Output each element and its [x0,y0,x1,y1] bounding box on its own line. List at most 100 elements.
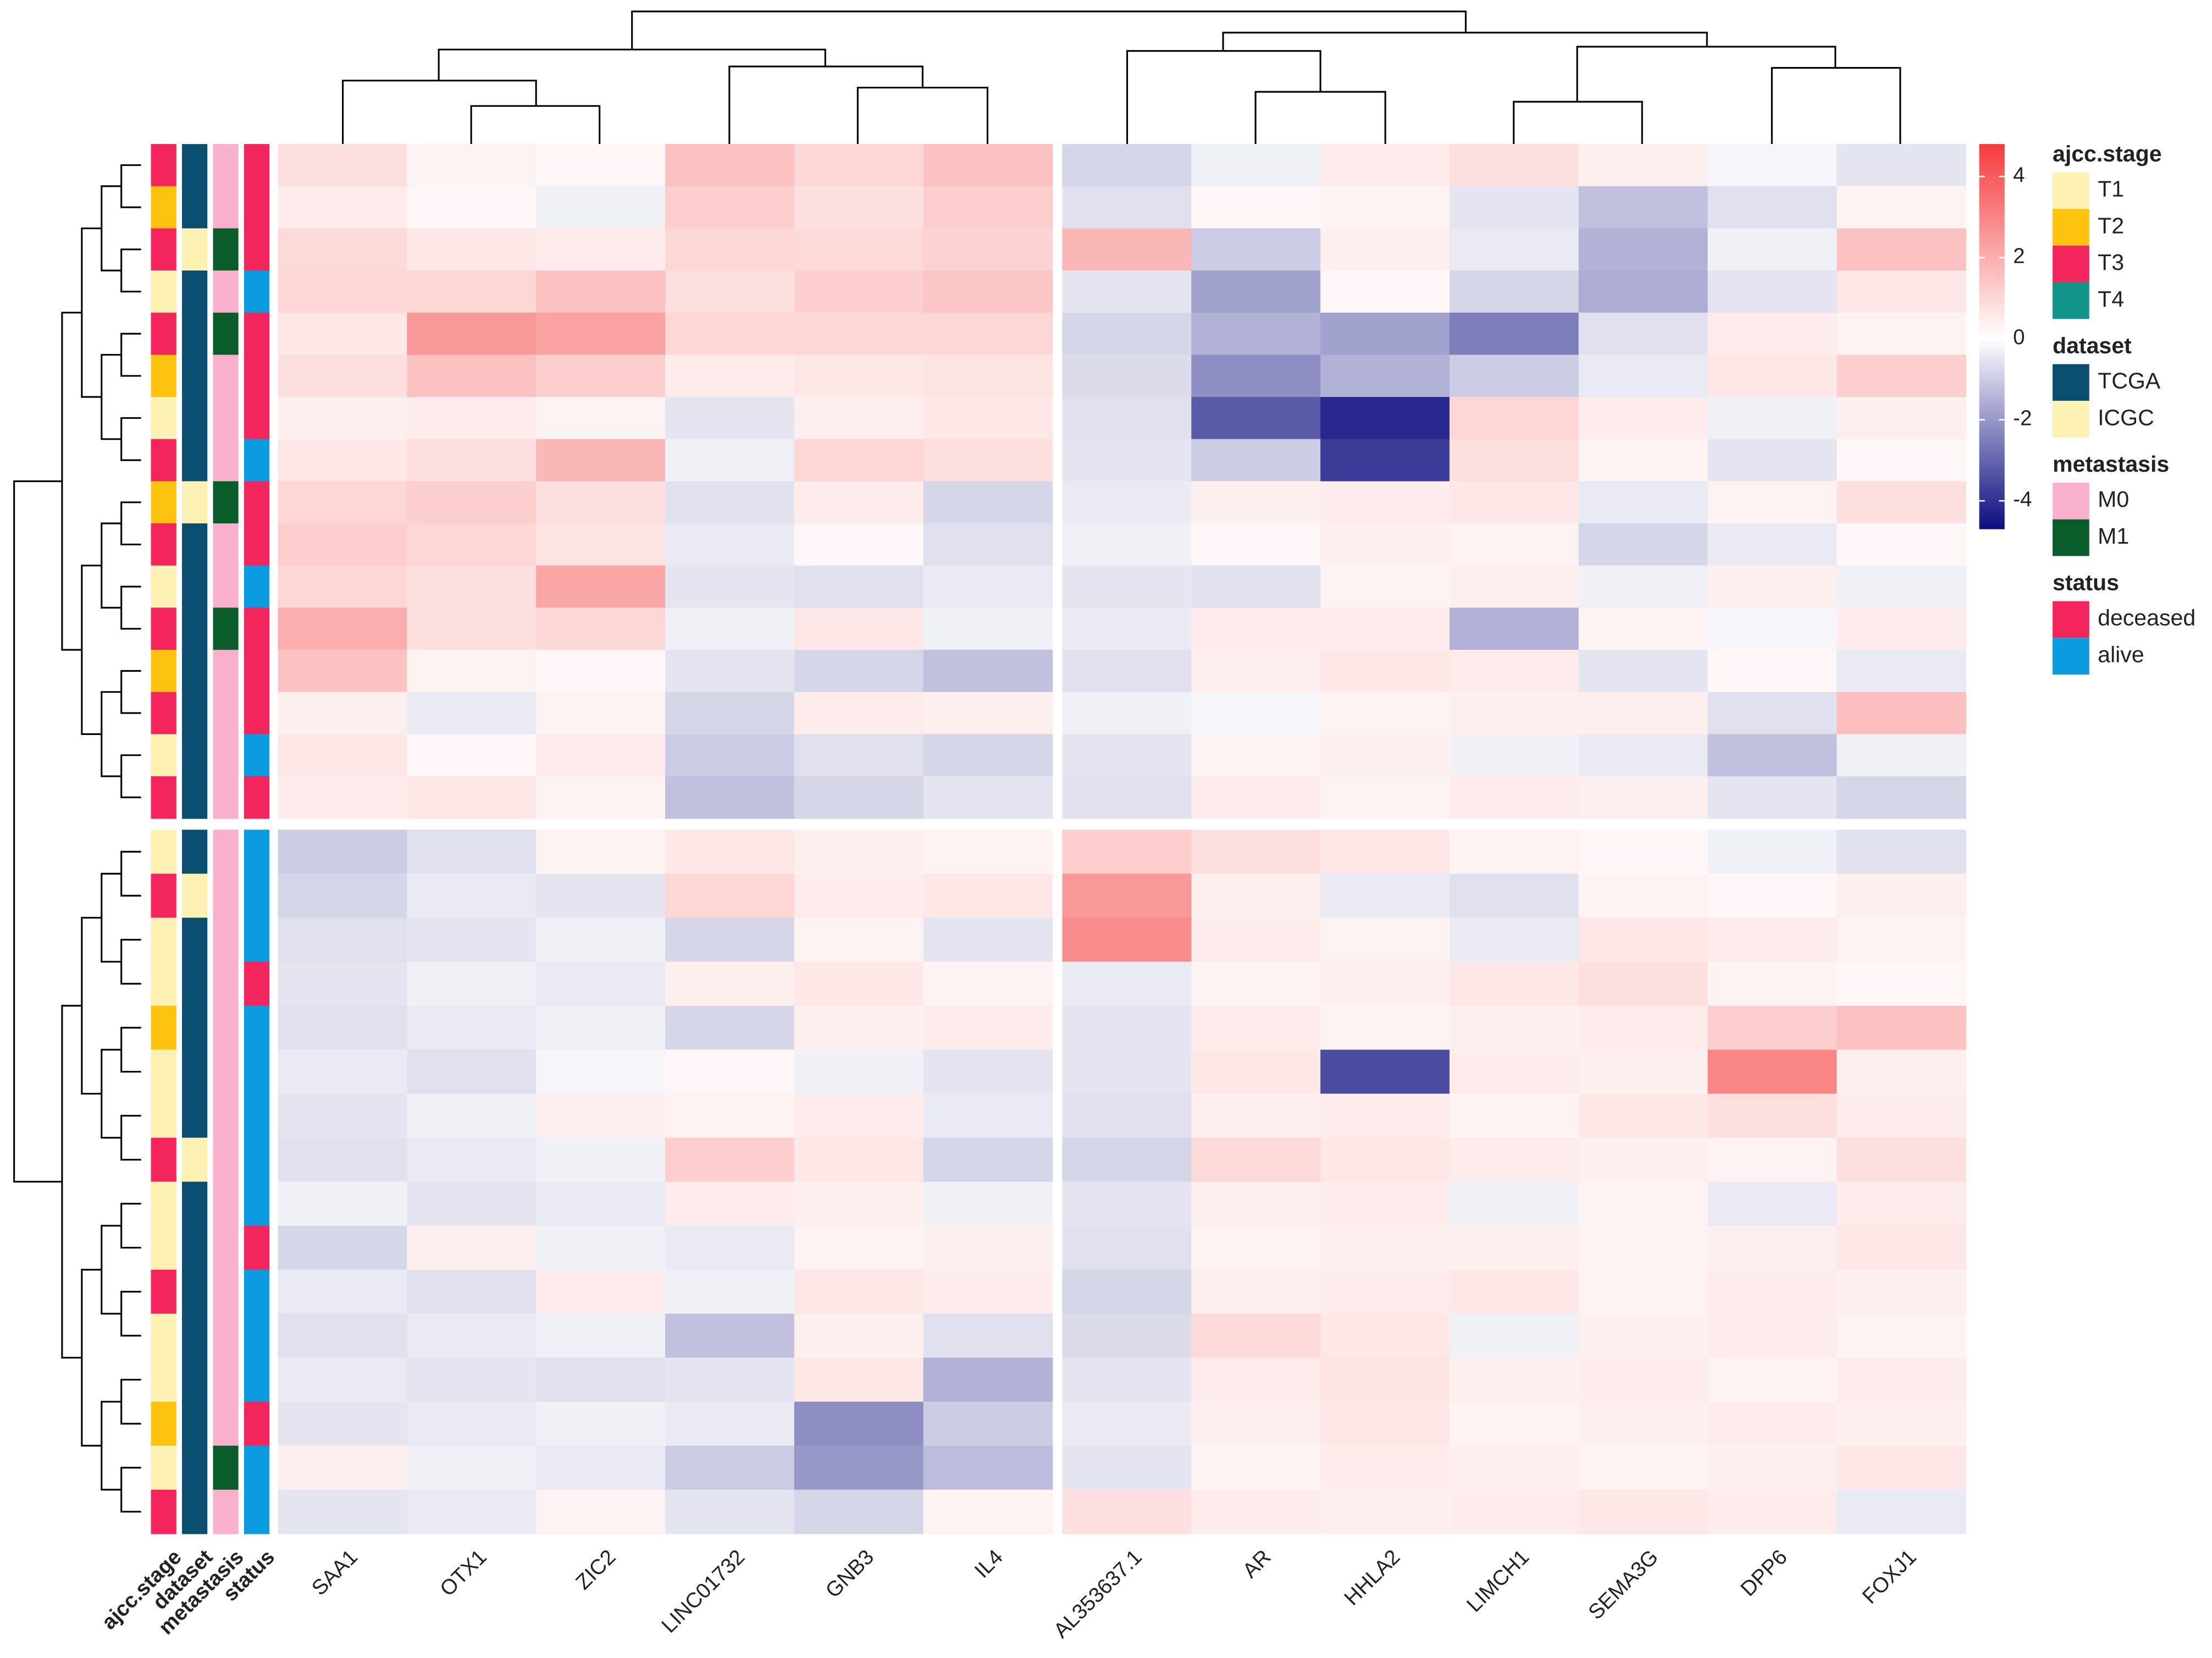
heatmap-cell [1707,144,1838,187]
heatmap-cell [1062,228,1192,271]
heatmap-cell [665,1313,795,1358]
heatmap-cell [536,1181,666,1226]
heatmap-cell [1837,397,1966,440]
heatmap-cell [407,650,537,693]
heatmap-cell [1062,1137,1192,1182]
heatmap-cell [1837,523,1966,566]
legend-label: T2 [2098,213,2124,238]
heatmap-cell [1191,144,1321,187]
heatmap-cell [536,1005,666,1051]
heatmap-cell [1320,1137,1450,1182]
heatmap-cell [278,650,408,693]
heatmap-cell [1837,961,1966,1007]
dendrogram-branch [120,1379,141,1425]
annotation-cell [182,228,208,271]
heatmap-cell [794,523,924,566]
heatmap-cell [794,734,924,777]
annotation-cell [213,397,239,440]
legend-label: T1 [2098,176,2124,202]
heatmap-cell [407,186,537,229]
dendrogram-branch [101,872,121,963]
legend-label: T4 [2098,286,2124,312]
column-label: OTX1 [435,1545,491,1601]
heatmap-cell [923,776,1053,819]
annotation-cell [213,1181,239,1226]
dendrogram-branch [120,754,141,798]
heatmap-cell [278,270,408,313]
heatmap-cell [1707,1093,1838,1139]
heatmap-cell [1837,355,1966,397]
heatmap-cell [794,1093,924,1139]
heatmap-cell [407,1137,537,1182]
heatmap-cell [1837,1137,1966,1182]
heatmap-cell [1837,1269,1966,1314]
heatmap-cell [665,1005,795,1051]
dendrogram-branch [101,353,121,440]
heatmap-cell [1707,523,1838,566]
heatmap-cell [1320,1489,1450,1534]
annotation-cell [244,776,270,819]
heatmap-cell [1449,1401,1579,1446]
legend-title: dataset [2053,333,2132,358]
heatmap-cell [1837,1005,1966,1051]
heatmap-cell [1320,734,1450,777]
heatmap-cell [665,692,795,735]
heatmap-cell [1191,1093,1321,1139]
column-label: GNB3 [821,1545,879,1603]
heatmap-cell [536,1137,666,1182]
heatmap-cell [923,1489,1053,1534]
heatmap-cell [1191,523,1321,566]
heatmap-cell [1062,1489,1192,1534]
heatmap-cell [1191,918,1321,963]
heatmap-cell [1707,1181,1838,1226]
heatmap-cell [665,186,795,229]
heatmap-cell [1062,874,1192,919]
heatmap-cell [536,1445,666,1490]
annotation-cell [244,144,270,187]
column-label: IL4 [970,1545,1008,1583]
annotation-cell [151,1005,176,1051]
heatmap-cell [1578,1489,1708,1534]
column-label: ZIC2 [571,1545,620,1594]
heatmap-cell [1707,734,1838,777]
heatmap-cell [923,830,1053,875]
heatmap-cell [407,144,537,187]
heatmap-cell [1578,776,1708,819]
heatmap-cell [1191,734,1321,777]
heatmap-cell [1062,776,1192,819]
annotation-cell [182,312,208,356]
heatmap-cell [923,1225,1053,1270]
annotation-cell [244,312,270,356]
annotation-cell [213,692,239,735]
heatmap-cell [1062,565,1192,609]
heatmap-cell [794,1401,924,1446]
heatmap-cell [278,228,408,271]
legend-swatch [2053,282,2089,319]
annotation-cell [213,523,239,566]
heatmap-cell [1062,918,1192,963]
heatmap-cell [1320,565,1450,609]
heatmap-cell [1320,439,1450,482]
heatmap-cell [1191,607,1321,650]
annotation-cell [151,830,176,875]
heatmap-cell [407,1401,537,1446]
heatmap-cell [1837,650,1966,693]
annotation-cell [151,397,176,440]
heatmap-cell [923,312,1053,356]
heatmap-cell [278,397,408,440]
heatmap-cell [407,776,537,819]
heatmap-cell [536,650,666,693]
heatmap-cell [1837,228,1966,271]
heatmap-cell [1449,918,1579,963]
heatmap-cell [665,565,795,609]
heatmap-cell [794,397,924,440]
annotation-cell [244,1269,270,1314]
heatmap-cell [278,1401,408,1446]
heatmap-cell [665,355,795,397]
annotation-cell [213,1401,239,1446]
heatmap-cell [665,650,795,693]
annotation-cell [244,918,270,963]
heatmap-cell [1449,228,1579,271]
annotation-cell [244,1445,270,1490]
heatmap-cell [278,874,408,919]
